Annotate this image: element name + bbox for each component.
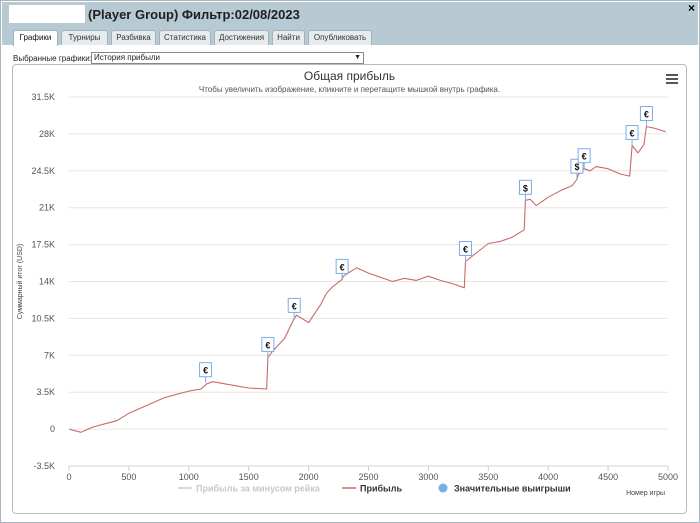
legend-label: Прибыль за минусом рейка	[196, 484, 321, 494]
hamburger-menu-icon[interactable]	[666, 74, 678, 84]
marker-box	[625, 124, 639, 140]
chart-title: Общая прибыль	[303, 69, 396, 83]
legend-item[interactable]: Значительные выигрыши	[438, 483, 571, 494]
x-tick-label: 5000	[658, 472, 678, 482]
y-tick-label: 24.5K	[31, 166, 55, 176]
tab-graphs[interactable]: Графики	[13, 30, 58, 46]
x-tick-label: 3500	[478, 472, 498, 482]
marker-box	[459, 240, 473, 256]
x-tick-label: 0	[66, 472, 71, 482]
x-tick-label: 500	[121, 472, 136, 482]
x-tick-label: 4500	[598, 472, 618, 482]
x-tick-label: 1000	[179, 472, 199, 482]
marker-symbol: €	[582, 152, 587, 162]
title-bar: (Player Group) Фильтр:02/08/2023 ×	[2, 1, 698, 27]
marker-box	[261, 336, 275, 352]
x-axis-label: Номер игры	[626, 490, 665, 497]
marker-box	[518, 179, 532, 195]
y-tick-label: 17.5K	[31, 240, 55, 250]
marker-symbol: €	[340, 262, 345, 272]
window-title: (Player Group) Фильтр:02/08/2023	[88, 7, 300, 22]
x-tick-label: 1500	[239, 472, 259, 482]
x-tick-label: 2000	[299, 472, 319, 482]
tab-achievements[interactable]: Достижения	[214, 30, 269, 45]
y-tick-label: 0	[50, 424, 55, 434]
big-win-marker: €	[199, 362, 213, 383]
chart-selector-dropdown[interactable]: История прибыли ▼	[91, 52, 364, 64]
tab-tournaments[interactable]: Турниры	[61, 30, 108, 45]
player-name-box	[9, 5, 85, 23]
y-tick-label: 10.5K	[31, 313, 55, 323]
marker-symbol: €	[630, 128, 635, 138]
marker-symbol: €	[203, 366, 208, 376]
big-win-marker: €	[287, 297, 301, 319]
big-win-marker: €	[577, 148, 591, 169]
y-tick-label: 14K	[39, 277, 55, 287]
big-win-marker: $	[518, 179, 532, 201]
marker-box	[639, 106, 653, 122]
chart-subtitle: Чтобы увеличить изображение, кликните и …	[198, 85, 501, 94]
legend-label: Значительные выигрыши	[454, 484, 571, 494]
marker-symbol: €	[292, 301, 297, 311]
y-tick-label: -3.5K	[33, 461, 55, 471]
chart-selector-label: Выбранные графики:	[13, 54, 92, 63]
chart-selector-value: История прибыли	[94, 53, 160, 62]
marker-box	[335, 258, 349, 274]
profit-series-line	[68, 125, 666, 433]
big-win-marker: €	[625, 124, 639, 146]
big-win-marker: €	[639, 106, 653, 127]
legend-label: Прибыль	[360, 484, 402, 494]
marker-box	[577, 148, 591, 164]
y-tick-label: 7K	[44, 350, 55, 360]
marker-symbol: €	[265, 340, 270, 350]
marker-symbol: €	[463, 244, 468, 254]
tab-bar: Графики Турниры Разбивка Статистика Дост…	[2, 27, 698, 46]
chart-container[interactable]: Общая прибыль Чтобы увеличить изображени…	[12, 64, 687, 514]
tab-publish[interactable]: Опубликовать	[308, 30, 372, 45]
x-tick-label: 2500	[358, 472, 378, 482]
y-axis-label: Суммарный итог (USD)	[16, 244, 24, 320]
marker-symbol: $	[574, 162, 579, 172]
marker-box	[287, 297, 301, 313]
y-tick-label: 21K	[39, 203, 55, 213]
tab-breakdown[interactable]: Разбивка	[111, 30, 156, 45]
big-win-marker: €	[459, 240, 473, 262]
marker-symbol: $	[523, 183, 528, 193]
marker-symbol: €	[644, 110, 649, 120]
big-win-marker: €	[335, 258, 349, 280]
x-tick-label: 4000	[538, 472, 558, 482]
close-icon[interactable]: ×	[687, 1, 695, 15]
legend-item[interactable]: Прибыль	[342, 484, 402, 494]
chart-plot[interactable]: -3.5K 0 3.5K 7K 10.5K 14K 17.5K 21K 24.5K 28K 31.5…	[13, 65, 686, 513]
marker-box	[199, 362, 213, 378]
legend-symbol	[438, 483, 448, 493]
legend-item[interactable]: Прибыль за минусом рейка	[178, 484, 321, 494]
y-tick-label: 31.5K	[31, 92, 55, 102]
tab-find[interactable]: Найти	[272, 30, 305, 45]
big-win-marker: €	[261, 336, 275, 358]
tab-statistics[interactable]: Статистика	[159, 30, 211, 45]
y-tick-label: 3.5K	[36, 387, 55, 397]
chevron-down-icon: ▼	[354, 54, 361, 61]
x-tick-label: 3000	[418, 472, 438, 482]
y-tick-label: 28K	[39, 129, 55, 139]
